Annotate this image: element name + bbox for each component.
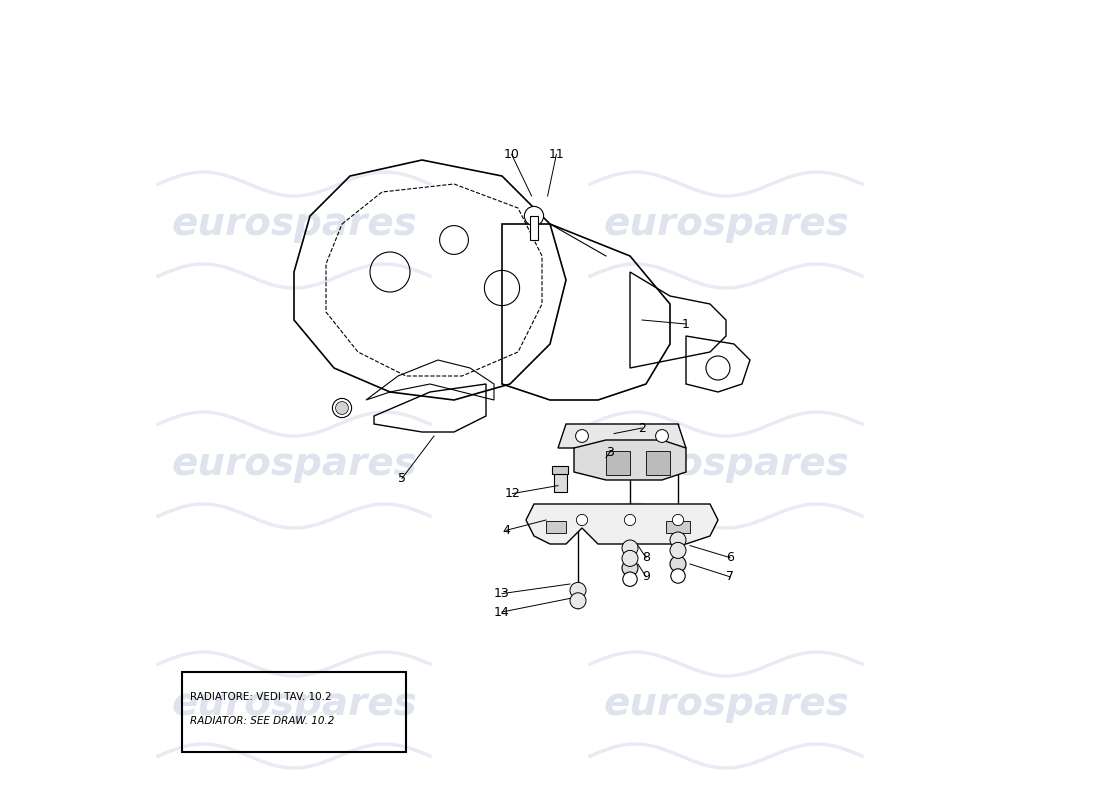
Circle shape bbox=[575, 430, 589, 442]
Polygon shape bbox=[558, 424, 686, 448]
Circle shape bbox=[570, 593, 586, 609]
Circle shape bbox=[671, 569, 685, 583]
Text: eurospares: eurospares bbox=[603, 205, 849, 243]
Text: 4: 4 bbox=[502, 524, 510, 537]
Text: eurospares: eurospares bbox=[603, 445, 849, 483]
Circle shape bbox=[670, 532, 686, 548]
Circle shape bbox=[625, 514, 636, 526]
Text: 3: 3 bbox=[606, 446, 614, 458]
Circle shape bbox=[332, 398, 352, 418]
Circle shape bbox=[672, 514, 683, 526]
Text: eurospares: eurospares bbox=[172, 685, 417, 723]
Polygon shape bbox=[526, 504, 718, 544]
Bar bbox=[606, 451, 630, 475]
Circle shape bbox=[670, 556, 686, 572]
Bar bbox=[552, 466, 569, 474]
Text: eurospares: eurospares bbox=[603, 685, 849, 723]
Text: 2: 2 bbox=[638, 422, 646, 434]
Text: 8: 8 bbox=[642, 551, 650, 564]
Text: 13: 13 bbox=[494, 587, 510, 600]
Circle shape bbox=[570, 582, 586, 598]
Circle shape bbox=[336, 402, 349, 414]
Bar bbox=[546, 521, 566, 533]
Circle shape bbox=[670, 542, 686, 558]
Text: 9: 9 bbox=[642, 570, 650, 583]
Circle shape bbox=[621, 550, 638, 566]
Circle shape bbox=[623, 572, 637, 586]
Text: 1: 1 bbox=[682, 318, 690, 330]
Circle shape bbox=[621, 560, 638, 576]
Text: 7: 7 bbox=[726, 570, 734, 583]
Circle shape bbox=[576, 514, 587, 526]
Text: 11: 11 bbox=[549, 148, 564, 161]
Circle shape bbox=[621, 540, 638, 556]
Bar bbox=[530, 216, 538, 240]
Text: 12: 12 bbox=[505, 487, 520, 500]
Circle shape bbox=[525, 206, 543, 226]
Text: 14: 14 bbox=[494, 606, 510, 618]
Circle shape bbox=[656, 430, 669, 442]
Text: eurospares: eurospares bbox=[172, 445, 417, 483]
Text: RADIATOR: SEE DRAW. 10.2: RADIATOR: SEE DRAW. 10.2 bbox=[190, 716, 334, 726]
Polygon shape bbox=[574, 440, 686, 480]
Text: 10: 10 bbox=[504, 148, 519, 161]
Text: eurospares: eurospares bbox=[172, 205, 417, 243]
Text: 6: 6 bbox=[726, 551, 734, 564]
Bar bbox=[646, 451, 670, 475]
Bar bbox=[554, 472, 566, 492]
Text: RADIATORE: VEDI TAV. 10.2: RADIATORE: VEDI TAV. 10.2 bbox=[190, 692, 331, 702]
Text: 5: 5 bbox=[398, 472, 406, 485]
Bar bbox=[666, 521, 690, 533]
